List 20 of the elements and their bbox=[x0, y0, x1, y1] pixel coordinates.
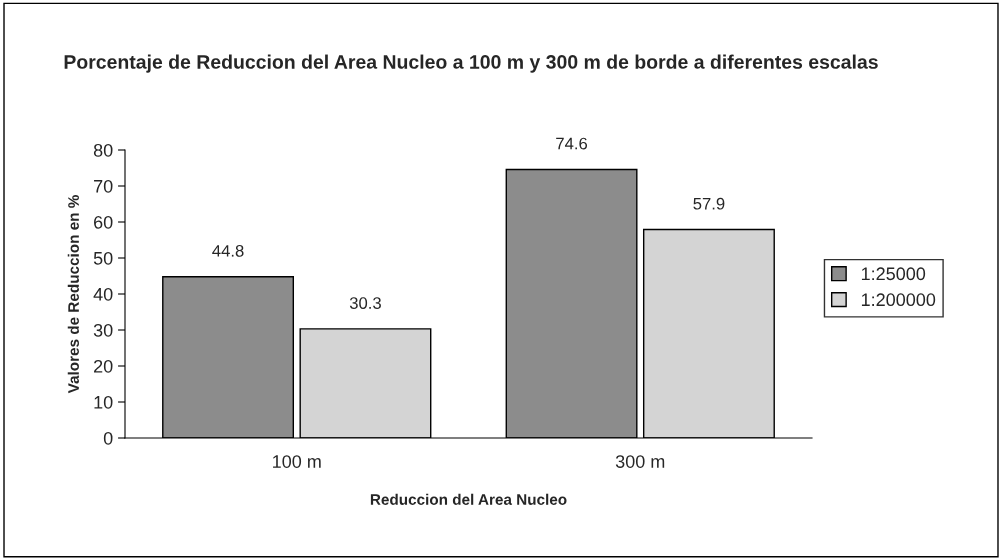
y-axis-title: Valores de Reduccion en % bbox=[67, 195, 79, 394]
y-tick-label: 10 bbox=[94, 395, 113, 409]
y-tick-label: 20 bbox=[94, 359, 113, 373]
y-tick-label: 80 bbox=[93, 143, 113, 157]
data-label: 44.8 bbox=[212, 244, 244, 257]
y-tick-label: 60 bbox=[94, 215, 113, 229]
y-tick-label: 40 bbox=[93, 287, 113, 301]
chart-title: Porcentaje de Reduccion del Area Nucleo a 100 m y 300 m de borde a diferentes escalas bbox=[64, 54, 878, 73]
y-tick-label: 70 bbox=[94, 179, 113, 193]
y-tick-label: 30 bbox=[93, 323, 113, 337]
y-tick-label: 50 bbox=[93, 251, 113, 265]
y-tick-label: 0 bbox=[103, 431, 113, 445]
data-label: 74.6 bbox=[556, 137, 588, 150]
x-tick-label: 300 m bbox=[615, 455, 665, 468]
data-label: 30.3 bbox=[349, 297, 381, 309]
legend-label: 1:25000 bbox=[861, 267, 926, 281]
x-tick-label: 100 m bbox=[273, 455, 321, 468]
legend-label: 1:200000 bbox=[861, 293, 936, 307]
data-label: 57.9 bbox=[693, 197, 725, 210]
x-axis-title: Reduccion del Area Nucleo bbox=[370, 493, 567, 505]
